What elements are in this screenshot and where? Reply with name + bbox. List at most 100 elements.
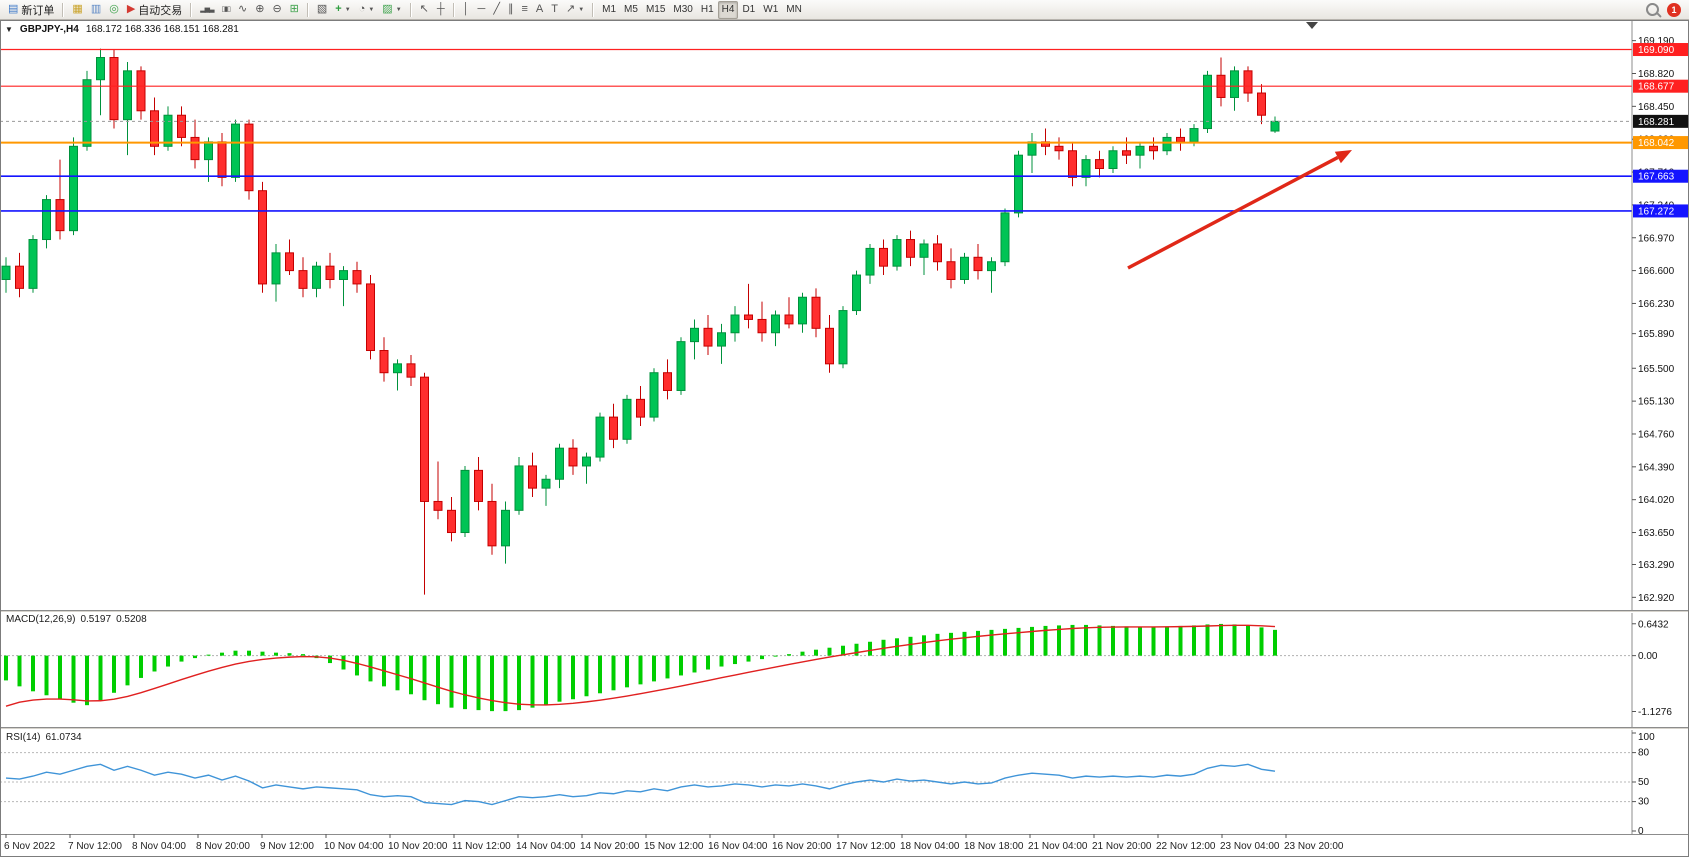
macd-bar (1070, 624, 1075, 656)
chevron-down-icon: ▼ (395, 6, 402, 13)
candle-body (82, 79, 92, 147)
arrows-tool-icon[interactable]: ↗ ▼ (562, 1, 588, 19)
candle-body (285, 252, 294, 272)
periods-icon[interactable]: ◔ ▼ (355, 1, 379, 19)
candle-body (960, 256, 969, 280)
candle-body (1149, 145, 1158, 152)
autotrading-button-label: 自动交易 (138, 4, 183, 17)
tf-m15[interactable]: M15 (642, 1, 669, 19)
tf-h1[interactable]: H1 (697, 1, 718, 19)
crosshair-icon[interactable]: ┼ (433, 1, 449, 19)
candle-body (649, 372, 659, 418)
horizontal-line-icon[interactable]: ─ (474, 1, 490, 19)
price-axis[interactable]: 169.190168.820168.450168.080167.710167.3… (1631, 20, 1688, 834)
candle-body (487, 500, 497, 547)
vertical-line-icon[interactable]: │ (459, 1, 474, 19)
arrow-annotation[interactable] (1127, 150, 1352, 270)
panel-separators[interactable] (0, 20, 1689, 857)
candle-body (1135, 145, 1145, 156)
price-tick-label: 166.600 (1638, 266, 1675, 277)
line-chart-icon[interactable]: ∿ (234, 1, 251, 19)
toolbar-separator (452, 2, 455, 17)
one-click-trading-toggle[interactable]: ▼ (5, 25, 13, 34)
candle-body (109, 57, 119, 121)
rsi-line (5, 763, 1276, 806)
arrange-windows-icon[interactable]: ▧ (313, 1, 331, 19)
time-label: 7 Nov 12:00 (68, 841, 122, 852)
panel-resize-handle[interactable] (0, 610, 1689, 613)
candle-body (892, 239, 902, 267)
candle-body (325, 265, 335, 280)
tf-h4[interactable]: H4 (717, 0, 739, 19)
autotrading-button[interactable]: ▶ 自动交易 (123, 1, 186, 19)
line-chart-icon: ∿ (238, 3, 248, 15)
toolbar-separator (306, 2, 309, 17)
text-label-icon[interactable]: T (547, 1, 562, 19)
tf-w1[interactable]: W1 (759, 1, 782, 19)
zoom-out-icon[interactable]: ⊖ (268, 1, 285, 19)
chart-canvas[interactable]: 169.190168.820168.450168.080167.710167.3… (0, 20, 1689, 857)
candle-body (42, 199, 51, 241)
chart-shift-marker[interactable] (1306, 22, 1318, 29)
price-label-bg (1633, 136, 1688, 150)
candlestick-chart-icon[interactable]: ▯▮▯ (217, 1, 234, 19)
market-watch-icon[interactable]: ▦ (68, 1, 86, 19)
template-icon[interactable]: ▨ ▼ (378, 1, 405, 19)
fibonacci-icon[interactable]: ≡ (517, 1, 531, 19)
vertical-line-icon: │ (462, 3, 470, 15)
price-tick-label: 165.130 (1638, 397, 1675, 408)
chevron-down-icon: ▼ (368, 6, 375, 13)
candle-body (919, 243, 929, 258)
macd-bar (233, 650, 238, 656)
zoom-in-icon[interactable]: ⊕ (251, 1, 268, 19)
macd-bar (1246, 625, 1250, 656)
macd-bar (139, 655, 143, 678)
tf-mn[interactable]: MN (782, 1, 806, 19)
tf-m5[interactable]: M5 (620, 1, 642, 19)
notification-badge[interactable]: 1 (1667, 2, 1681, 17)
tf-m30[interactable]: M30 (669, 1, 696, 19)
bar-chart-icon[interactable]: ▂▅▃ (196, 1, 217, 19)
macd-bar (58, 655, 62, 700)
tf-d1[interactable]: D1 (738, 1, 759, 19)
macd-bar (773, 655, 778, 657)
price-label-bg (1633, 79, 1688, 93)
macd-bar (962, 631, 967, 656)
candle-body (1068, 150, 1077, 178)
macd-bar (368, 655, 373, 682)
data-window-icon[interactable]: ▥ (87, 1, 105, 19)
text-icon[interactable]: A (532, 1, 547, 19)
candle-body (1014, 154, 1023, 214)
trendline-icon[interactable]: ╱ (489, 1, 504, 19)
time-axis[interactable]: 6 Nov 2022 7 Nov 12:00 8 Nov 04:00 8 Nov 20… (4, 834, 1344, 852)
candle-body (933, 243, 942, 263)
candle-body (163, 114, 173, 147)
add-indicator-icon[interactable]: + ▼ (331, 1, 354, 19)
macd-bar (1111, 625, 1115, 656)
macd-bar (1259, 627, 1264, 656)
navigator-icon[interactable]: ◎ (105, 1, 123, 19)
price-tick-label: 165.890 (1638, 329, 1675, 340)
arrow-line[interactable] (1127, 155, 1339, 270)
macd-bar (922, 635, 926, 656)
equidistant-channel-icon[interactable]: ∥ (504, 1, 518, 19)
candle-body (798, 296, 807, 325)
tf-m30-label: M30 (673, 4, 693, 15)
macd-bar (71, 655, 76, 703)
time-label: 8 Nov 20:00 (196, 841, 250, 852)
horizontal-line-objects[interactable] (0, 48, 1632, 212)
candle-body (433, 500, 443, 511)
time-label: 18 Nov 18:00 (964, 841, 1024, 852)
macd-bar (638, 655, 643, 685)
panel-resize-handle[interactable] (0, 727, 1689, 730)
new-order-button[interactable]: ▤ 新订单 (4, 1, 58, 19)
tf-m1[interactable]: M1 (598, 1, 620, 19)
candle-body (55, 199, 65, 232)
macd-bar (706, 655, 710, 670)
tile-windows-icon[interactable]: ⊞ (286, 1, 303, 19)
search-icon[interactable] (1646, 3, 1659, 16)
macd-bar (1030, 626, 1034, 656)
cursor-icon[interactable]: ↖ (416, 1, 433, 19)
price-tick-label: 164.020 (1638, 495, 1675, 506)
macd-bar (17, 655, 22, 687)
